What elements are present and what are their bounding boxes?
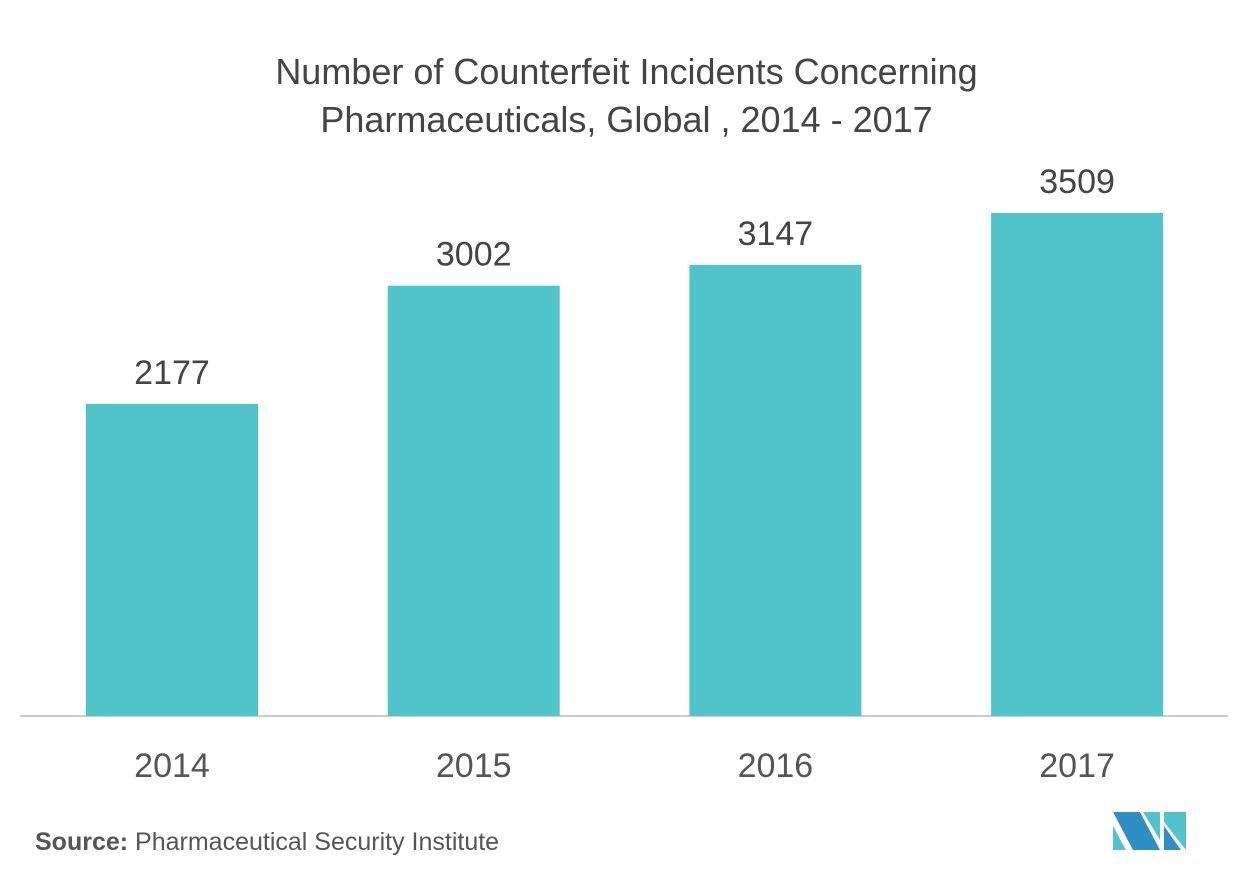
bar-2016 <box>689 264 862 716</box>
chart-title: Number of Counterfeit Incidents Concerni… <box>0 48 1253 144</box>
bar-2014 <box>86 403 258 716</box>
x-tick-label-2014: 2014 <box>134 747 210 785</box>
x-tick-label-2015: 2015 <box>436 747 512 785</box>
title-line-1: Number of Counterfeit Incidents Concerni… <box>275 51 978 92</box>
x-tick-label-2016: 2016 <box>738 747 814 785</box>
source-text: Pharmaceutical Security Institute <box>128 828 500 856</box>
source-label: Source: <box>35 828 129 856</box>
data-label-2014: 2177 <box>134 354 210 392</box>
data-label-2017: 3509 <box>1039 163 1115 201</box>
bar-2017 <box>991 213 1164 716</box>
bar-2015 <box>387 285 560 716</box>
source-note: Source: Pharmaceutical Security Institut… <box>35 828 499 857</box>
title-line-2: Pharmaceuticals, Global , 2014 - 2017 <box>320 99 933 140</box>
logo <box>1113 812 1186 850</box>
data-label-2016: 3147 <box>738 215 814 253</box>
x-tick-label-2017: 2017 <box>1039 747 1115 785</box>
data-label-2015: 3002 <box>436 236 512 274</box>
